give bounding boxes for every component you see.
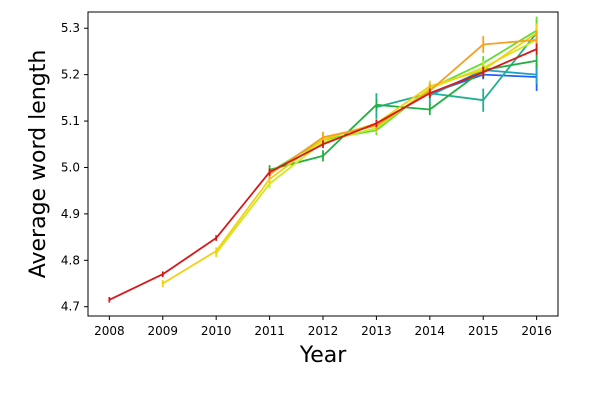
- y-tick-label: 4.7: [61, 300, 80, 314]
- data-point: [215, 237, 218, 239]
- y-tick-label: 4.9: [61, 207, 80, 221]
- data-point: [482, 71, 485, 74]
- x-tick-label: 2010: [201, 324, 232, 338]
- data-point: [535, 59, 538, 62]
- data-point: [375, 122, 378, 125]
- data-point: [322, 154, 324, 157]
- x-tick-label: 2009: [147, 324, 178, 338]
- data-point: [535, 38, 538, 41]
- y-tick-label: 4.8: [61, 253, 80, 267]
- x-tick-label: 2016: [521, 324, 552, 338]
- data-point: [268, 171, 271, 174]
- y-axis-title: Average word length: [26, 50, 51, 279]
- y-tick-label: 5.2: [61, 68, 80, 82]
- data-point: [108, 298, 111, 301]
- data-point: [161, 282, 164, 285]
- x-tick-label: 2014: [415, 324, 446, 338]
- data-point: [322, 143, 324, 146]
- x-axis-title: Year: [299, 343, 348, 368]
- y-tick-label: 5.1: [61, 114, 80, 128]
- y-tick-label: 5.0: [61, 160, 80, 174]
- x-tick-label: 2015: [468, 324, 499, 338]
- x-tick-label: 2011: [254, 324, 285, 338]
- y-axis: 4.7 4.8 4.9 5.0 5.1 5.2 5.3: [61, 21, 88, 314]
- series-8: [108, 43, 538, 303]
- data-point: [428, 108, 431, 111]
- plot-area: [87, 11, 559, 317]
- data-point: [428, 92, 431, 95]
- x-tick-label: 2012: [308, 324, 339, 338]
- y-tick-label: 5.3: [61, 21, 80, 35]
- data-point: [535, 73, 538, 76]
- data-point: [322, 136, 324, 139]
- series-line: [376, 32, 538, 109]
- data-point: [535, 48, 538, 51]
- series-layer: [108, 16, 538, 303]
- data-point: [482, 43, 485, 46]
- data-point: [215, 250, 218, 252]
- x-tick-label: 2013: [361, 324, 392, 338]
- series-line: [269, 29, 538, 173]
- data-point: [482, 99, 485, 102]
- x-axis: 2008 2009 2010 2011 2012 2013 2014 2015 2016: [94, 316, 552, 338]
- data-point: [161, 273, 164, 276]
- x-tick-label: 2008: [94, 324, 125, 338]
- data-point: [375, 103, 378, 106]
